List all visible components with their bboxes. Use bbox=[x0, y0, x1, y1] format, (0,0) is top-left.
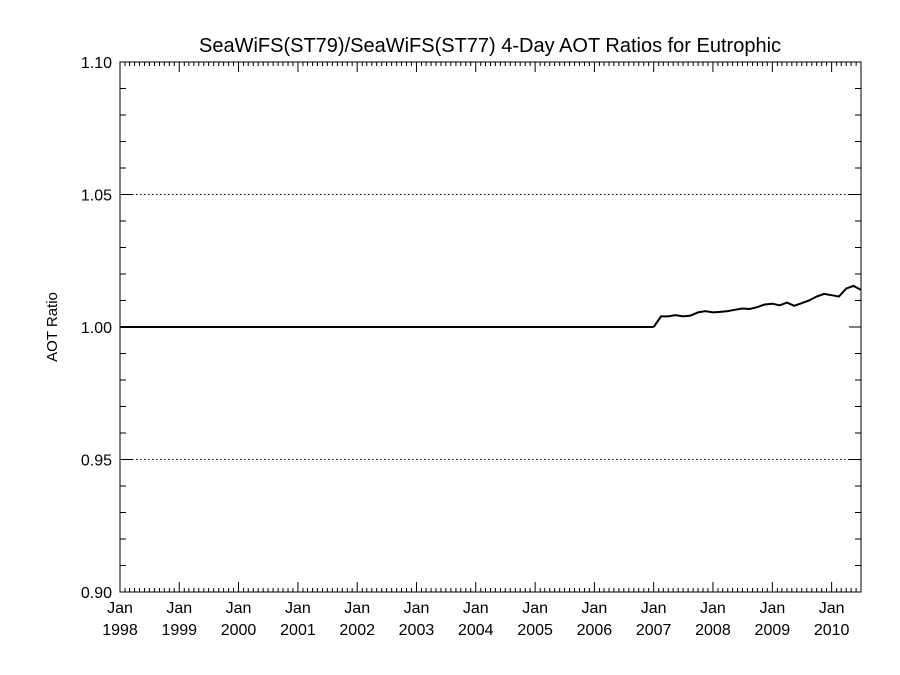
grid-lines bbox=[120, 61, 861, 460]
chart-title: SeaWiFS(ST79)/SeaWiFS(ST77) 4-Day AOT Ra… bbox=[199, 35, 781, 57]
x-tick-label-year: 1999 bbox=[161, 622, 197, 639]
y-tick-label: 1.00 bbox=[81, 320, 112, 337]
x-tick-label-year: 2000 bbox=[221, 622, 257, 639]
x-tick-label-month: Jan bbox=[819, 600, 845, 617]
x-tick-label-month: Jan bbox=[522, 600, 548, 617]
x-tick-label-month: Jan bbox=[285, 600, 311, 617]
x-tick-label-year: 2001 bbox=[280, 622, 316, 639]
x-tick-label-month: Jan bbox=[107, 600, 133, 617]
x-tick-label-year: 2006 bbox=[577, 622, 613, 639]
x-tick-label-year: 2009 bbox=[755, 622, 791, 639]
x-tick-label-month: Jan bbox=[404, 600, 430, 617]
y-tick-label: 0.95 bbox=[81, 453, 112, 470]
x-tick-label-month: Jan bbox=[582, 600, 608, 617]
y-tick-labels: 0.90 0.95 1.00 1.05 1.10 bbox=[81, 55, 112, 602]
y-tick-label: 1.05 bbox=[81, 188, 112, 205]
x-tick-label-month: Jan bbox=[700, 600, 726, 617]
x-tick-label-month: Jan bbox=[166, 600, 192, 617]
x-tick-label-month: Jan bbox=[463, 600, 489, 617]
y-tick-label: 1.10 bbox=[81, 55, 112, 72]
ratio-series-line bbox=[652, 284, 862, 328]
x-tick-label-year: 2007 bbox=[636, 622, 672, 639]
x-tick-label-year: 2002 bbox=[339, 622, 375, 639]
x-tick-label-month: Jan bbox=[759, 600, 785, 617]
x-tick-label-year: 1998 bbox=[102, 622, 138, 639]
series-lines bbox=[120, 284, 862, 328]
x-tick-label-month: Jan bbox=[641, 600, 667, 617]
y-axis-label: AOT Ratio bbox=[44, 292, 61, 362]
x-tick-labels: Jan 1998 Jan 1999 Jan 2000 Jan 2001 Jan 2002 Jan 20… bbox=[102, 600, 849, 639]
x-tick-label-year: 2008 bbox=[695, 622, 731, 639]
x-tick-label-year: 2004 bbox=[458, 622, 494, 639]
x-tick-label-month: Jan bbox=[344, 600, 370, 617]
x-tick-label-year: 2010 bbox=[814, 622, 850, 639]
x-tick-label-year: 2003 bbox=[399, 622, 435, 639]
y-tick-label: 0.90 bbox=[81, 585, 112, 602]
x-tick-label-month: Jan bbox=[226, 600, 252, 617]
x-tick-label-year: 2005 bbox=[517, 622, 553, 639]
axis-ticks bbox=[119, 61, 862, 593]
